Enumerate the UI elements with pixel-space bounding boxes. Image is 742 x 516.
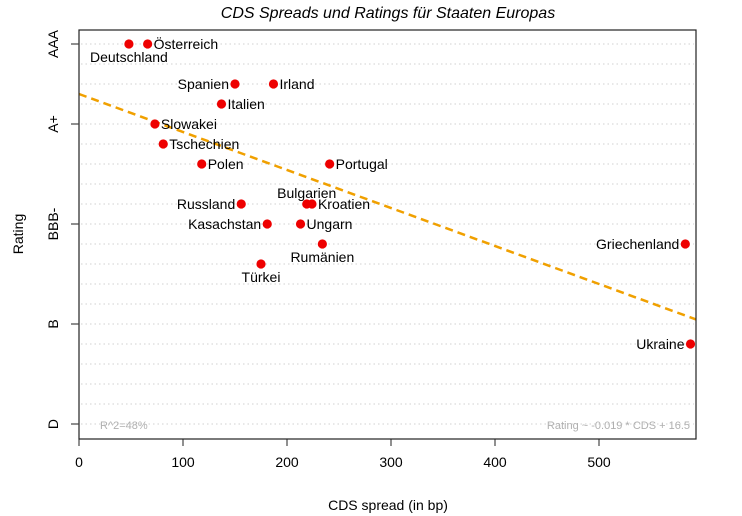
data-point [325, 159, 335, 169]
grid-lines [81, 43, 694, 425]
y-tick-label: A+ [45, 115, 61, 133]
data-point [268, 79, 279, 89]
point-label: Portugal [336, 156, 388, 172]
point-label: Griechenland [596, 236, 679, 252]
point-label: Ungarn [307, 216, 353, 232]
point-label: Irland [279, 76, 314, 92]
regression-line [78, 92, 697, 321]
point-label: Kasachstan [188, 216, 261, 232]
point-label: Tschechien [169, 136, 239, 152]
data-point [197, 159, 207, 169]
y-axis: AAA A+ BBB- B D [45, 29, 79, 429]
point-label: Ukraine [636, 336, 684, 352]
data-point [256, 259, 266, 269]
point-label: Italien [227, 96, 264, 112]
regression-line-group [78, 92, 697, 321]
x-tick-label: 500 [587, 454, 611, 470]
x-tick-label: 100 [171, 454, 195, 470]
x-tick-label: 300 [379, 454, 403, 470]
data-point [143, 39, 153, 49]
y-tick-label: B [45, 319, 61, 328]
regression-formula-annotation: Rating ~ -0.019 * CDS + 16.5 [547, 420, 690, 432]
point-label: Russland [177, 196, 235, 212]
y-axis-label: Rating [10, 214, 26, 254]
y-tick-label: D [45, 419, 61, 429]
data-point [262, 219, 272, 229]
point-label: Slowakei [161, 116, 217, 132]
plot-frame [78, 29, 697, 440]
x-tick-label: 400 [483, 454, 507, 470]
y-tick-label: BBB- [45, 207, 61, 240]
data-point [124, 39, 134, 49]
x-tick-label: 0 [75, 454, 83, 470]
data-point [158, 139, 168, 149]
x-axis: 0 100 200 300 400 500 [75, 439, 611, 470]
data-point [317, 239, 327, 249]
data-point [230, 79, 240, 89]
point-label: Rumänien [290, 249, 354, 265]
point-label: Türkei [242, 269, 281, 285]
point-label: Österreich [154, 35, 219, 52]
point-label: Spanien [178, 76, 229, 92]
data-point [150, 119, 160, 129]
chart-title: CDS Spreads und Ratings für Staaten Euro… [221, 5, 555, 22]
data-point [680, 239, 690, 249]
point-label: Polen [208, 156, 244, 172]
x-axis-label: CDS spread (in bp) [328, 497, 448, 513]
data-point [216, 99, 227, 109]
x-tick-label: 200 [275, 454, 299, 470]
point-label: Bulgarien [277, 185, 336, 201]
point-label: Kroatien [318, 196, 370, 212]
data-point [685, 339, 696, 349]
point-label: Deutschland [90, 49, 168, 65]
y-tick-label: AAA [45, 29, 61, 58]
data-point [295, 219, 306, 229]
data-point [307, 199, 317, 209]
data-point [236, 199, 246, 209]
r-squared-annotation: R^2=48% [100, 420, 148, 432]
